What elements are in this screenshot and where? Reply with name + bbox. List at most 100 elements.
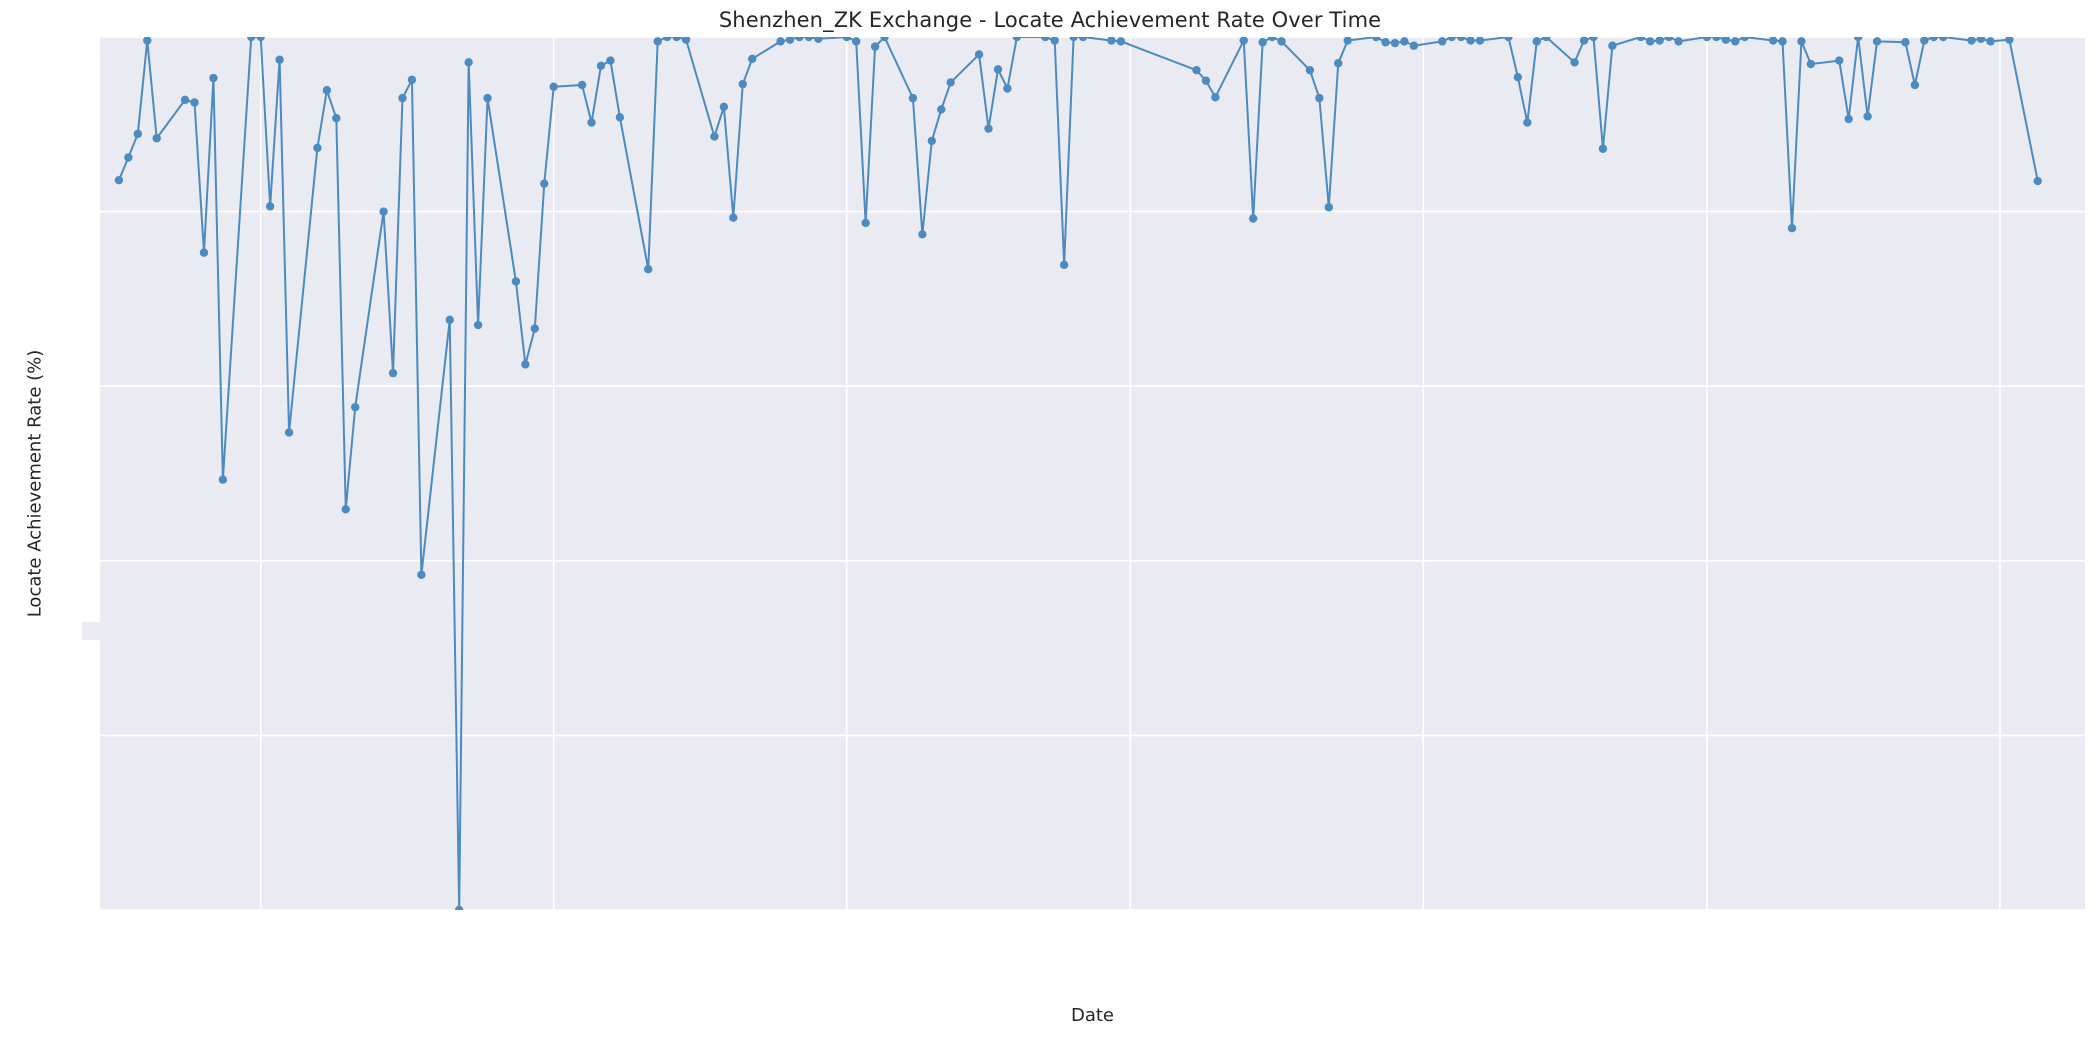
data-point-marker	[710, 132, 719, 141]
data-point-marker	[1239, 37, 1248, 45]
data-point-marker	[653, 37, 662, 46]
series-line-daily-rate	[117, 37, 2039, 910]
data-point-marker	[1901, 38, 1910, 47]
data-point-marker	[1570, 58, 1579, 67]
data-point-marker	[549, 82, 558, 91]
data-point-marker	[1645, 37, 1655, 46]
chart-legend	[82, 622, 106, 640]
data-point-marker	[1059, 260, 1069, 270]
data-point-marker	[114, 175, 124, 185]
data-point-marker	[672, 37, 681, 42]
data-point-marker	[1910, 80, 1920, 90]
data-point-marker	[407, 75, 417, 84]
data-point-marker	[1248, 214, 1258, 223]
data-point-marker	[918, 230, 927, 239]
data-point-marker	[1277, 37, 1286, 46]
data-point-marker	[1778, 37, 1787, 46]
data-point-marker	[1107, 37, 1116, 45]
data-point-marker	[1447, 37, 1456, 42]
data-point-marker	[454, 905, 464, 910]
data-point-marker	[795, 37, 804, 42]
data-point-marker	[1050, 37, 1059, 45]
data-point-marker	[814, 37, 823, 43]
data-point-marker	[1390, 38, 1400, 48]
data-point-marker	[1939, 37, 1948, 42]
data-point-marker	[1797, 37, 1806, 46]
data-point-marker	[332, 113, 341, 123]
data-point-marker	[1872, 37, 1882, 46]
data-point-marker	[1702, 37, 1712, 42]
data-point-marker	[388, 368, 398, 378]
data-point-marker	[1806, 59, 1816, 69]
data-point-marker	[1523, 118, 1532, 127]
data-point-marker	[596, 61, 606, 71]
data-point-marker	[1863, 112, 1872, 121]
data-point-marker	[1513, 72, 1523, 82]
data-point-marker	[1579, 37, 1589, 45]
data-point-marker	[842, 37, 851, 42]
data-point-marker	[464, 58, 473, 67]
data-point-marker	[719, 102, 729, 112]
data-point-marker	[1012, 37, 1022, 42]
data-point-marker	[322, 86, 332, 95]
data-point-marker	[398, 93, 407, 103]
data-point-marker	[2033, 176, 2042, 186]
data-point-marker	[662, 37, 672, 42]
data-point-marker	[1258, 38, 1267, 47]
data-point-marker	[265, 202, 275, 211]
data-point-marker	[1315, 93, 1324, 103]
data-point-marker	[124, 153, 133, 162]
data-point-marker	[729, 213, 738, 222]
data-point-marker	[417, 570, 426, 579]
data-point-marker	[351, 402, 360, 412]
data-point-marker	[483, 93, 492, 103]
data-point-marker	[143, 37, 152, 45]
data-point-marker	[1334, 58, 1343, 68]
data-point-marker	[851, 37, 861, 46]
data-point-marker	[577, 80, 587, 90]
data-point-marker	[1003, 84, 1012, 93]
data-point-marker	[1116, 37, 1126, 46]
data-point-marker	[1976, 37, 1986, 43]
data-point-marker	[379, 207, 388, 216]
data-point-marker	[937, 105, 946, 114]
data-point-marker	[748, 54, 757, 64]
data-point-marker	[1381, 38, 1390, 47]
data-point-marker	[1636, 37, 1645, 42]
data-point-marker	[1598, 144, 1608, 153]
data-point-marker	[880, 37, 889, 42]
data-point-marker	[1532, 37, 1541, 46]
data-point-marker	[1589, 37, 1598, 42]
data-point-marker	[738, 79, 747, 89]
chart-title: Shenzhen_ZK Exchange - Locate Achievemen…	[718, 8, 1382, 32]
data-point-marker	[1400, 37, 1409, 46]
x-axis-title: Date	[1070, 1005, 1115, 1026]
data-point-marker	[1920, 37, 1929, 45]
y-axis-title: Locate Achievement Rate (%)	[24, 349, 46, 618]
data-point-marker	[1305, 65, 1315, 75]
grid-layer	[100, 37, 2085, 910]
data-point-marker	[606, 56, 615, 65]
data-point-marker	[1674, 37, 1683, 46]
data-point-marker	[1475, 37, 1485, 45]
data-point-marker	[1740, 37, 1749, 42]
data-point-marker	[313, 143, 322, 153]
data-point-marker	[1967, 37, 1976, 45]
data-point-marker	[1041, 37, 1050, 42]
data-point-marker	[521, 360, 530, 369]
data-point-marker	[180, 95, 190, 105]
data-point-marker	[644, 265, 653, 274]
data-point-marker	[776, 37, 785, 46]
data-point-marker	[218, 475, 228, 484]
data-point-marker	[984, 124, 993, 133]
data-point-marker	[2005, 37, 2014, 44]
plot-area	[100, 37, 2085, 910]
data-point-marker	[804, 37, 814, 42]
data-point-marker	[1324, 203, 1334, 212]
data-point-marker	[1456, 37, 1466, 42]
data-point-marker	[190, 98, 199, 107]
data-point-marker	[993, 65, 1003, 74]
data-point-marker	[1768, 37, 1778, 45]
data-point-marker	[681, 37, 691, 44]
data-point-marker	[247, 37, 256, 42]
